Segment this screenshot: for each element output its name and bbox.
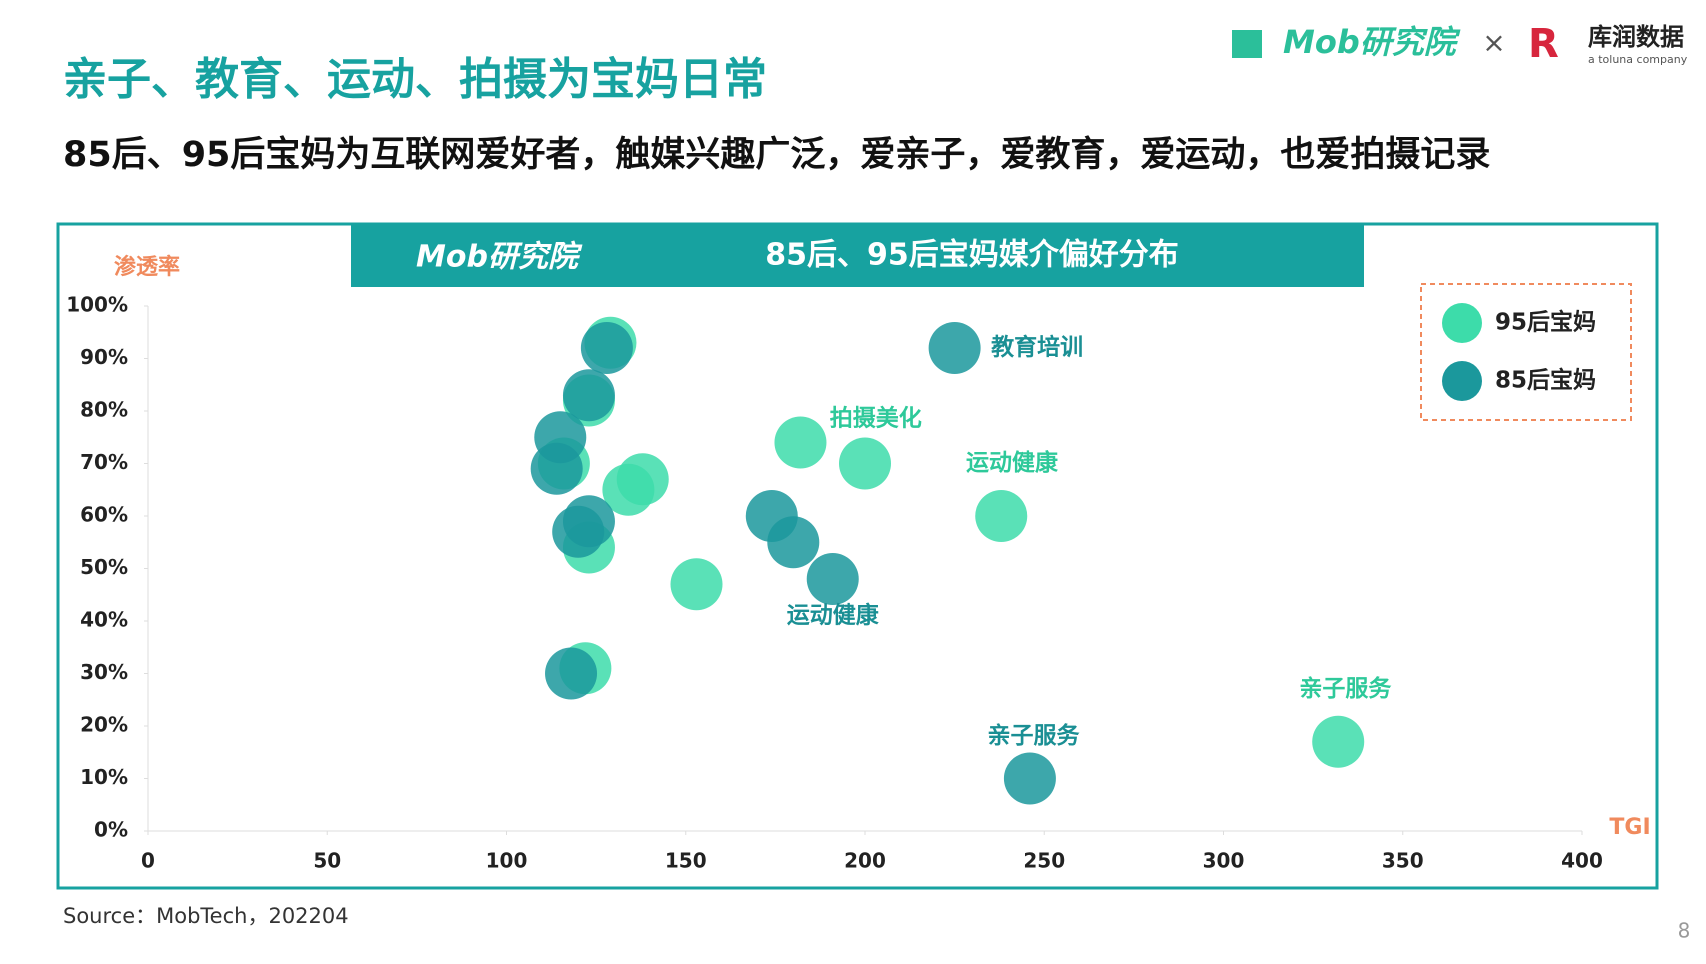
- y-tick-label: 60%: [80, 503, 128, 527]
- chart-frame: [56, 222, 1659, 890]
- y-tick-label: 30%: [80, 660, 128, 684]
- point: [928, 322, 981, 374]
- x-tick-label: 400: [1561, 849, 1603, 873]
- logo-r: R: [1528, 21, 1559, 67]
- annotation: 拍摄美化: [830, 404, 922, 431]
- point: [530, 442, 583, 495]
- chart-title: 85后、95后宝妈媒介偏好分布: [765, 238, 1179, 273]
- point: [774, 416, 827, 469]
- y-tick-label: 20%: [80, 713, 128, 737]
- x-tick-label: 300: [1203, 849, 1245, 873]
- point: [839, 437, 891, 490]
- legend-box: [1420, 283, 1632, 421]
- source: Source：MobTech，202204: [63, 904, 349, 928]
- point: [552, 505, 605, 558]
- logo-kurun-sub: a toluna company: [1588, 53, 1688, 66]
- point: [1003, 752, 1056, 805]
- x-tick-label: 50: [313, 849, 341, 873]
- annotation: 运动健康: [787, 601, 880, 628]
- point: [1312, 715, 1365, 768]
- point: [806, 553, 859, 605]
- y-tick-label: 80%: [80, 398, 128, 422]
- y-axis-label: 渗透率: [114, 254, 180, 280]
- logo-icon: [1232, 30, 1262, 58]
- y-tick-label: 70%: [80, 450, 128, 474]
- logo-mob: Mob研究院: [1283, 23, 1461, 61]
- y-tick-label: 100%: [66, 293, 128, 317]
- legend-label: 95后宝妈: [1495, 309, 1596, 336]
- x-tick-label: 100: [486, 849, 528, 873]
- y-tick-label: 40%: [80, 608, 128, 632]
- x-tick-label: 350: [1382, 849, 1424, 873]
- page-number: 8: [1678, 919, 1691, 943]
- point: [545, 647, 598, 700]
- x-tick-label: 150: [665, 849, 707, 873]
- banner: [351, 224, 1364, 287]
- x-axis-label: TGI: [1609, 815, 1650, 840]
- point: [562, 369, 615, 422]
- point: [975, 490, 1028, 542]
- x-tick-label: 250: [1023, 849, 1065, 873]
- annotation: 亲子服务: [1299, 675, 1392, 702]
- y-tick-label: 50%: [80, 555, 128, 579]
- point: [767, 516, 820, 569]
- title: 亲子、教育、运动、拍摄为宝妈日常: [63, 54, 767, 105]
- x-tick-label: 200: [844, 849, 886, 873]
- point: [602, 463, 655, 516]
- legend-swatch: [1442, 303, 1482, 343]
- y-tick-label: 10%: [80, 765, 128, 789]
- legend-swatch: [1442, 361, 1482, 401]
- banner-logo: Mob研究院: [416, 240, 583, 275]
- x-tick-label: 0: [141, 849, 155, 873]
- subtitle: 85后、95后宝妈为互联网爱好者，触媒兴趣广泛，爱亲子，爱教育，爱运动，也爱拍摄…: [63, 135, 1490, 175]
- annotation: 运动健康: [966, 449, 1059, 476]
- annotation: 亲子服务: [987, 722, 1080, 749]
- y-tick-label: 90%: [80, 345, 128, 369]
- legend-label: 85后宝妈: [1495, 367, 1596, 394]
- point: [670, 558, 723, 611]
- point: [580, 322, 633, 374]
- y-tick-label: 0%: [94, 818, 128, 842]
- logo-kurun: 库润数据: [1588, 23, 1684, 51]
- annotation: 教育培训: [991, 334, 1083, 361]
- separator: ×: [1482, 26, 1505, 59]
